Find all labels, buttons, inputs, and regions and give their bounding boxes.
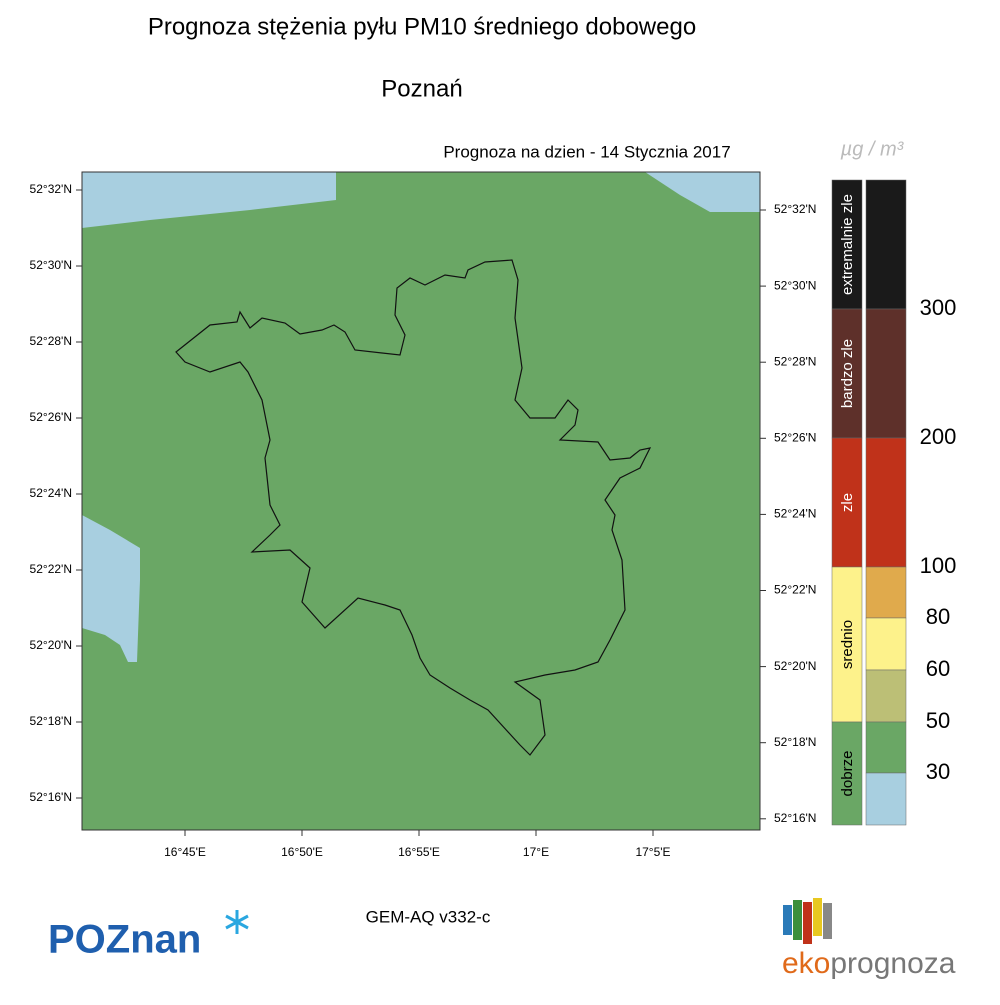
- model-name: GEM-AQ v332-c: [366, 907, 491, 926]
- lon-label: 16°45'E: [164, 845, 206, 859]
- lat-label: 52°22'N: [30, 562, 72, 576]
- lat-label: 52°16'N: [30, 790, 72, 804]
- lon-label: 17°5'E: [635, 845, 670, 859]
- lat-label: 52°26'N: [30, 410, 72, 424]
- lat-label: 52°16'N: [774, 811, 816, 825]
- map-frame: [81, 171, 761, 831]
- eko-logo: ekoprognoza: [782, 947, 956, 980]
- legend-bin: [865, 437, 907, 568]
- lat-label: 52°24'N: [30, 486, 72, 500]
- lon-label: 16°55'E: [398, 845, 440, 859]
- legend-category-label: extremalnie zle: [839, 194, 856, 295]
- lat-label: 52°32'N: [774, 202, 816, 216]
- lat-label: 52°32'N: [30, 182, 72, 196]
- water: [82, 515, 140, 662]
- legend-threshold: 300: [920, 295, 957, 320]
- lon-label: 17°E: [523, 845, 549, 859]
- legend: extremalnie zle bardzo zle zle srednio dobrz…: [831, 179, 957, 826]
- map: [81, 171, 761, 831]
- legend-category-label: bardzo zle: [839, 339, 856, 408]
- ticks: 52°32'N 52°30'N 52°28'N 52°26'N 52°24'N 52°22…: [30, 182, 817, 859]
- city-boundary: [175, 259, 652, 756]
- lat-label: 52°28'N: [774, 354, 816, 368]
- legend-category: [831, 437, 863, 568]
- legend-category: [831, 721, 863, 826]
- legend-category-label: dobrze: [839, 751, 856, 797]
- legend-bin: [865, 669, 907, 723]
- legend-bin: [865, 179, 907, 310]
- lat-label: 52°20'N: [30, 638, 72, 652]
- lat-label: 52°24'N: [774, 507, 816, 521]
- legend-category: [831, 179, 863, 310]
- lon-label: 16°50'E: [281, 845, 323, 859]
- lat-label: 52°28'N: [30, 334, 72, 348]
- eko-logo-suffix: prognoza: [830, 947, 955, 980]
- title: Prognoza stężenia pyłu PM10 średniego do…: [148, 13, 696, 40]
- water: [82, 172, 336, 228]
- legend-bin: [865, 566, 907, 619]
- legend-bin: [865, 617, 907, 671]
- land: [82, 172, 760, 830]
- lat-label: 52°30'N: [30, 258, 72, 272]
- poznan-asterisk: [225, 910, 249, 934]
- lat-label: 52°26'N: [774, 430, 816, 444]
- legend-bin: [865, 308, 907, 439]
- legend-threshold: 100: [920, 553, 957, 578]
- legend-threshold: 60: [926, 656, 950, 681]
- legend-threshold: 30: [926, 759, 950, 784]
- lat-label: 52°18'N: [774, 735, 816, 749]
- legend-category: [831, 308, 863, 439]
- legend-category: [831, 566, 863, 723]
- legend-category-label: srednio: [839, 620, 856, 669]
- city: Poznań: [381, 75, 462, 102]
- legend-bin: [865, 772, 907, 826]
- lat-label: 52°30'N: [774, 278, 816, 292]
- unit: µg / m³: [840, 138, 905, 160]
- lat-label: 52°20'N: [774, 659, 816, 673]
- eko-logo-prefix: eko: [782, 947, 830, 980]
- forecast-date: Prognoza na dzien - 14 Stycznia 2017: [443, 142, 730, 161]
- lat-label: 52°22'N: [774, 583, 816, 597]
- legend-threshold: 80: [926, 604, 950, 629]
- water: [645, 172, 760, 212]
- legend-threshold: 50: [926, 708, 950, 733]
- lat-label: 52°18'N: [30, 714, 72, 728]
- eko-logo-bars: [783, 898, 832, 944]
- poznan-logo: POZnan: [48, 918, 201, 962]
- legend-category-label: zle: [839, 493, 856, 512]
- legend-threshold: 200: [920, 424, 957, 449]
- legend-bin: [865, 721, 907, 774]
